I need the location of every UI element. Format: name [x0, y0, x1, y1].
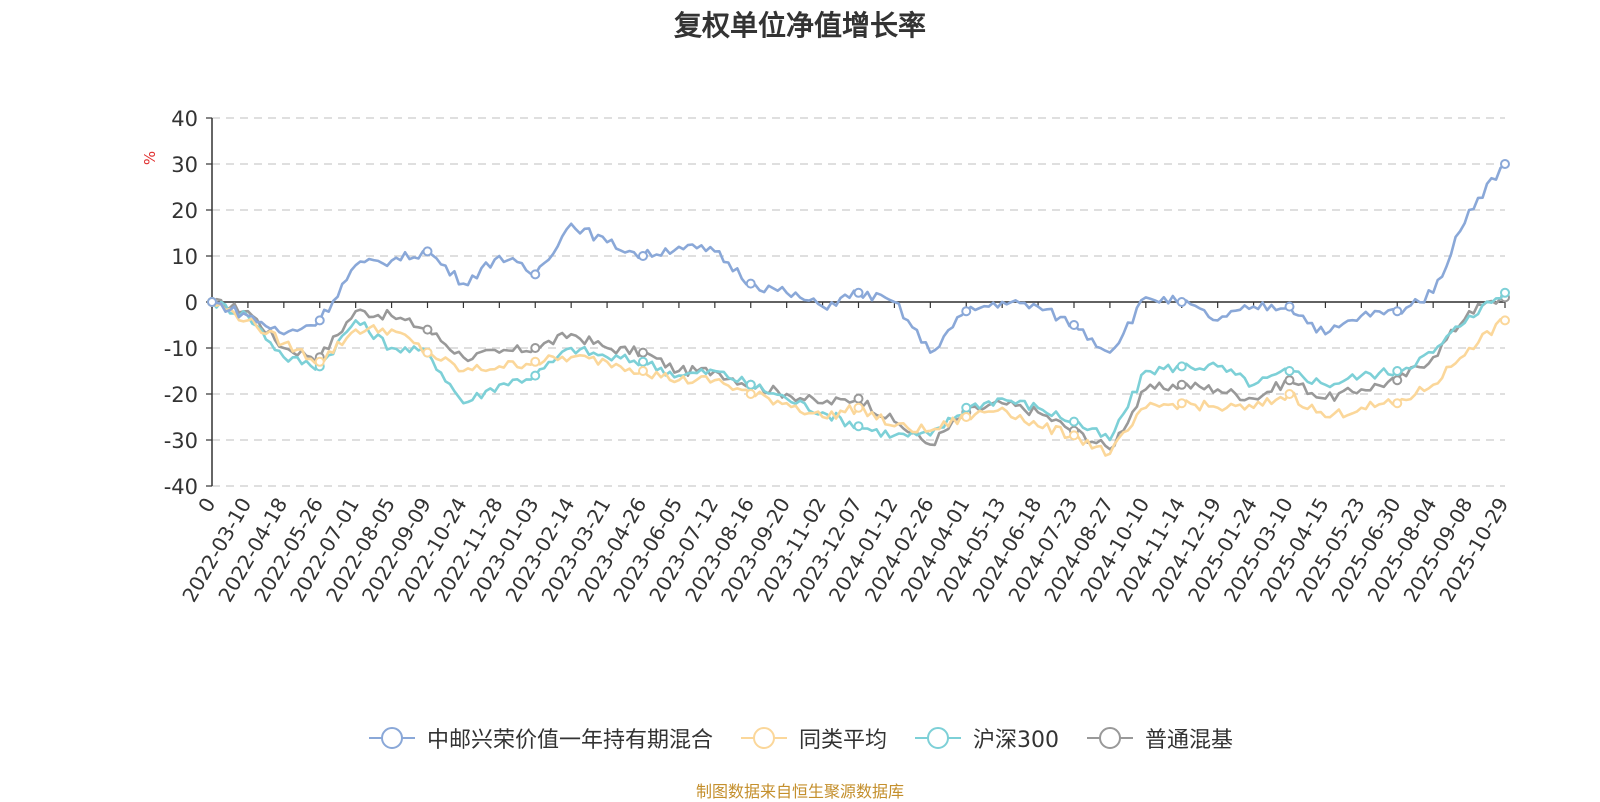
- series-point: [1500, 315, 1510, 326]
- series-point: [1284, 366, 1295, 376]
- series-point: [638, 356, 648, 367]
- y-tick-label: 30: [171, 153, 198, 177]
- series-point: [853, 393, 864, 404]
- y-tick-label: -30: [164, 429, 198, 453]
- legend-marker-icon: [1087, 727, 1133, 749]
- series-point: [314, 315, 325, 326]
- series-point: [745, 389, 756, 399]
- series-point: [961, 402, 972, 413]
- series-point: [1284, 375, 1295, 386]
- y-tick-label: 40: [171, 107, 198, 131]
- series-point: [530, 356, 541, 367]
- y-tick-label: -20: [164, 383, 198, 407]
- series-point: [638, 347, 648, 358]
- y-axis-label: %: [141, 151, 159, 165]
- series-point: [1284, 389, 1295, 399]
- legend-label: 普通混基: [1145, 728, 1234, 753]
- series-point: [1392, 398, 1403, 409]
- series-point: [1284, 301, 1295, 312]
- series-line: [211, 300, 1506, 457]
- y-tick-label: 20: [171, 199, 198, 223]
- series-point: [1392, 306, 1403, 317]
- series-point: [1176, 297, 1187, 307]
- series-point: [745, 379, 756, 390]
- series-point: [961, 412, 972, 422]
- series-point: [422, 324, 433, 335]
- series-point: [530, 269, 541, 280]
- legend-label: 沪深300: [973, 728, 1059, 753]
- y-tick-label: 10: [171, 245, 198, 269]
- series-point: [1392, 375, 1403, 386]
- legend-item[interactable]: 普通混基: [1085, 722, 1233, 754]
- series-line: [211, 163, 1506, 354]
- y-tick-label: -40: [164, 475, 198, 499]
- series-point: [1176, 379, 1187, 390]
- legend-item[interactable]: 沪深300: [913, 722, 1059, 754]
- series-point: [853, 287, 864, 298]
- legend: 中邮兴荣价值一年持有期混合 同类平均 沪深300 普通混基: [0, 722, 1600, 754]
- series-point: [853, 402, 864, 413]
- series-point: [1176, 398, 1187, 409]
- series-point: [1392, 366, 1403, 376]
- series-point: [422, 246, 433, 257]
- series-point: [207, 297, 217, 307]
- legend-label: 中邮兴荣价值一年持有期混合: [426, 728, 713, 753]
- series-point: [1500, 159, 1510, 169]
- series-point: [745, 278, 756, 289]
- series-point: [638, 366, 648, 376]
- y-tick-label: 0: [185, 291, 198, 315]
- legend-marker-icon: [915, 727, 961, 749]
- legend-label: 同类平均: [798, 728, 887, 753]
- chart-title: 复权单位净值增长率: [673, 9, 926, 42]
- series-point: [853, 421, 864, 432]
- series-point: [314, 356, 325, 367]
- series-point: [530, 343, 541, 353]
- series-point: [638, 251, 648, 261]
- chart-plot: -40-30-20-10010203040%02022-03-102022-04…: [141, 107, 1513, 606]
- series-point: [1176, 361, 1187, 372]
- series-point: [1069, 430, 1079, 441]
- y-tick-label: -10: [164, 337, 198, 361]
- series-point: [1500, 287, 1510, 298]
- series-point: [961, 306, 972, 317]
- series-line: [210, 291, 1506, 442]
- series-point: [1069, 416, 1079, 427]
- source-note: 制图数据来自恒生聚源数据库: [695, 782, 904, 801]
- x-tick-label: 0: [193, 494, 220, 517]
- legend-item[interactable]: 中邮兴荣价值一年持有期混合: [367, 722, 713, 754]
- legend-marker-icon: [740, 727, 787, 749]
- series-point: [1069, 320, 1079, 330]
- series-point: [530, 370, 541, 381]
- legend-item[interactable]: 同类平均: [739, 722, 887, 754]
- legend-marker-icon: [368, 727, 415, 749]
- series-point: [422, 347, 433, 358]
